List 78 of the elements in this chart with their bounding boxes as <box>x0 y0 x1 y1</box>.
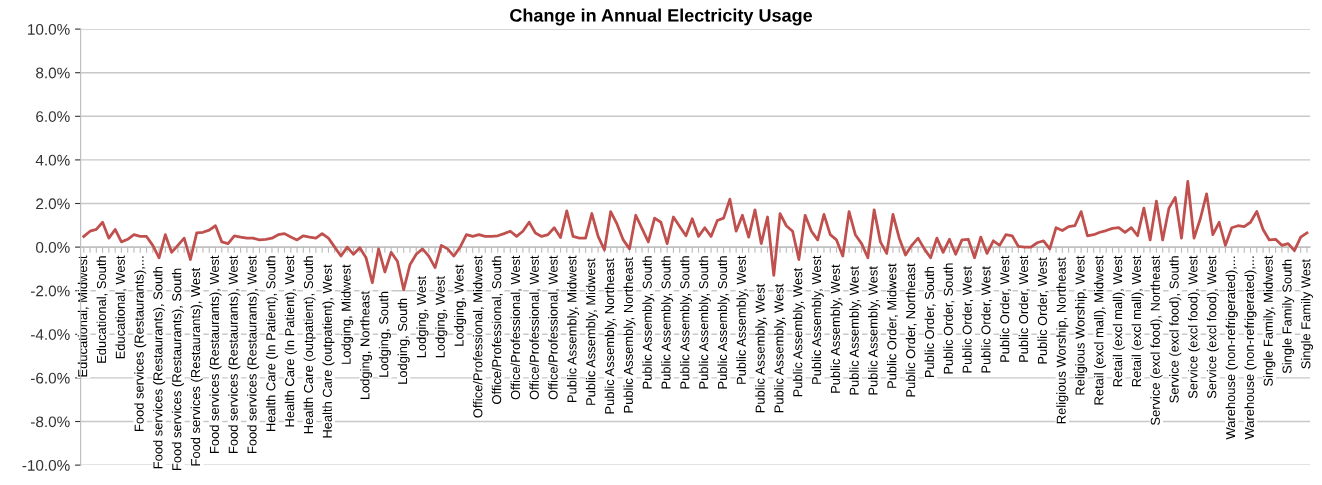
y-tick-label: 0.0% <box>36 241 70 253</box>
x-tick-label: Public Assembly, West <box>830 264 843 393</box>
chart-title: Change in Annual Electricity Usage <box>510 8 813 26</box>
x-tick-label: Public Assembly, West <box>849 266 862 395</box>
y-tick-label: -4.0% <box>30 329 70 340</box>
x-tick-label: Office/Professional, West <box>548 255 560 400</box>
x-tick-label: Public Assembly, West <box>868 266 881 395</box>
x-tick-label: Food services (Restaurants), South <box>153 266 166 469</box>
x-tick-label: Health Care (outpatient), South <box>303 256 316 434</box>
x-tick-label: Educational, West <box>115 255 127 359</box>
x-tick-label: Public Assembly, West <box>811 255 824 384</box>
y-tick-label: -2.0% <box>30 285 70 297</box>
x-tick-label: Food services (Restaurants), West <box>190 267 203 466</box>
x-tick-label: Public Assembly, Northeast <box>604 258 617 414</box>
y-tick-label: -6.0% <box>30 372 70 384</box>
x-tick-label: Public Assembly, South <box>679 256 692 389</box>
x-tick-label: Public Order, Midwest <box>886 263 898 388</box>
x-tick-label: Religious Worship, West <box>1075 255 1088 395</box>
x-tick-label: Service (excl food), West <box>1188 255 1201 399</box>
x-tick-label: Office/Professional, West <box>529 255 541 400</box>
x-tick-label: Public Assembly, South <box>717 256 730 389</box>
x-tick-label: Lodging, South <box>397 298 410 384</box>
x-tick-label: Health Care (outpatient), West <box>322 264 335 438</box>
x-tick-label: Food services (Restaurants), West <box>228 255 241 453</box>
x-tick-label: Health Care (In Patient), South <box>265 256 278 431</box>
x-tick-label: Public Assembly, Midwest <box>585 258 598 405</box>
x-tick-label: Public Assembly, South <box>661 256 674 389</box>
x-tick-label: Office/Professional, Midwest <box>472 255 484 418</box>
x-tick-label: Public Assembly, Midwest <box>567 255 580 403</box>
x-tick-label: Retail (excl mall), Midwest <box>1093 255 1106 405</box>
x-tick-label: Public Order, South <box>924 266 936 378</box>
x-tick-label: Public Order, South <box>943 263 955 374</box>
x-tick-label: Lodging, West <box>435 276 448 358</box>
x-tick-label: Retail (excl mall), West <box>1112 255 1125 387</box>
x-tick-label: Public Order, West <box>1018 255 1030 362</box>
x-tick-label: Lodging, Northeast <box>360 291 373 400</box>
x-tick-label: Educational, Midwest <box>77 255 89 377</box>
x-tick-label: Public Order, West <box>1037 257 1049 364</box>
x-tick-label: Educational, South <box>96 256 108 363</box>
x-tick-label: Public Order, Northeast <box>905 263 917 397</box>
x-tick-label: Single Family West <box>1300 259 1313 369</box>
y-tick-label: 6.0% <box>36 111 70 122</box>
x-tick-label: Food services (Restaurants), South <box>171 268 184 470</box>
x-tick-label: Food services (Restaurants), West <box>247 255 260 453</box>
x-tick-label: Public Assembly, South <box>642 256 655 389</box>
x-tick-label: Lodging, West <box>416 276 429 358</box>
y-tick-label: -8.0% <box>30 416 70 428</box>
x-tick-label: Public Assembly, West <box>792 267 805 397</box>
x-tick-label: Warehouse (non-refrigerated),... <box>1244 256 1257 440</box>
x-tick-label: Office/Professional, West <box>510 255 522 400</box>
x-tick-label: Public Assembly, West <box>736 255 749 384</box>
x-tick-label: Public Order, West <box>999 255 1011 362</box>
x-tick-label: Public Assembly, West <box>774 283 787 413</box>
x-tick-label: Service (excl food), West <box>1206 255 1219 399</box>
x-tick-label: Office/Professional, South <box>491 256 503 404</box>
x-tick-label: Food services (Restaurants), West <box>209 255 222 453</box>
y-tick-label: 8.0% <box>36 67 70 79</box>
x-tick-label: Lodging, West <box>454 264 467 346</box>
x-tick-label: Public Order, West <box>981 266 993 373</box>
x-tick-label: Food services (Restaurants),... <box>134 256 147 431</box>
x-tick-label: Public Assembly, Northeast <box>623 257 636 413</box>
x-tick-label: Lodging, Midwest <box>341 264 354 364</box>
x-tick-label: Religious Worship, Northeast <box>1056 257 1069 424</box>
x-tick-label: Public Assembly, West <box>755 283 768 413</box>
y-tick-label: 4.0% <box>35 154 70 166</box>
y-tick-label: -10.0% <box>22 459 70 471</box>
x-tick-label: Public Assembly, South <box>698 256 711 389</box>
x-tick-label: Lodging, South <box>378 291 391 377</box>
x-tick-label: Service (excl food), Northeast <box>1150 255 1163 425</box>
y-tick-label: 10.0% <box>28 23 70 35</box>
x-tick-label: Health Care (In Patient), West <box>284 255 297 427</box>
x-tick-label: Public Order, West <box>962 266 974 373</box>
x-tick-label: Warehouse (non-refrigerated),... <box>1225 256 1238 440</box>
x-tick-label: Retail (excl mall), West <box>1131 255 1144 387</box>
y-tick-label: 2.0% <box>36 198 70 210</box>
x-tick-label: Service (excl food), South <box>1169 256 1182 403</box>
x-tick-label: Single Family South <box>1282 259 1295 374</box>
x-tick-label: Single Family, Midwest <box>1263 255 1276 386</box>
